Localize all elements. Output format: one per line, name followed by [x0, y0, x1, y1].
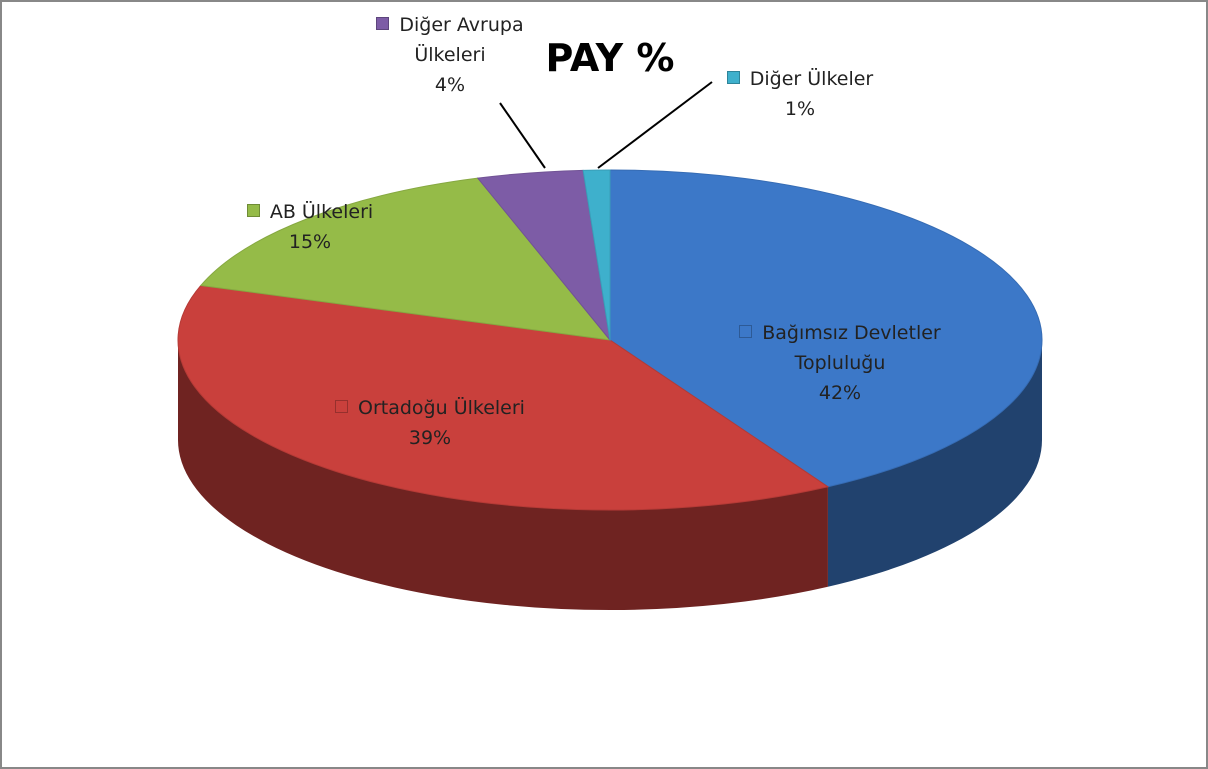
value-label: 39%	[408, 427, 452, 449]
label-line: Diğer Ülkeler	[690, 64, 910, 94]
label-line: Ortadoğu Ülkeleri	[300, 393, 560, 423]
pie-slice	[199, 177, 612, 341]
leader-line	[597, 81, 713, 169]
pie-side	[178, 340, 828, 610]
label-line: Diğer Avrupa Ülkeleri	[360, 10, 540, 70]
pie-slice	[177, 284, 830, 511]
value-label: 1%	[784, 98, 816, 120]
label-line: Bağımsız Devletler Topluluğu	[730, 318, 950, 378]
category-label: Diğer Avrupa Ülkeleri	[399, 14, 524, 66]
category-label: Bağımsız Devletler Topluluğu	[762, 322, 941, 374]
pie-side	[827, 340, 1042, 587]
value-label: 42%	[818, 382, 862, 404]
legend-swatch	[246, 204, 260, 217]
pie-slice	[582, 169, 611, 341]
leader-line	[499, 102, 546, 169]
legend-swatch	[726, 71, 740, 84]
value-label: 4%	[434, 74, 466, 96]
legend-swatch	[335, 400, 349, 413]
value-label: 15%	[288, 231, 332, 253]
data-label: AB Ülkeleri 15%	[200, 197, 420, 257]
data-label: Bağımsız Devletler Topluluğu 42%	[730, 318, 950, 408]
data-label: Diğer Avrupa Ülkeleri 4%	[360, 10, 540, 100]
data-label: Ortadoğu Ülkeleri 39%	[300, 393, 560, 453]
category-label: Ortadoğu Ülkeleri	[358, 397, 525, 419]
label-line: AB Ülkeleri	[200, 197, 420, 227]
chart-title: PAY %	[545, 36, 675, 80]
category-label: Diğer Ülkeler	[749, 68, 874, 90]
category-label: AB Ülkeleri	[269, 201, 374, 223]
data-label: Diğer Ülkeler 1%	[690, 64, 910, 124]
pie-slice	[609, 169, 1043, 488]
legend-swatch	[376, 17, 390, 30]
legend-swatch	[739, 325, 753, 338]
